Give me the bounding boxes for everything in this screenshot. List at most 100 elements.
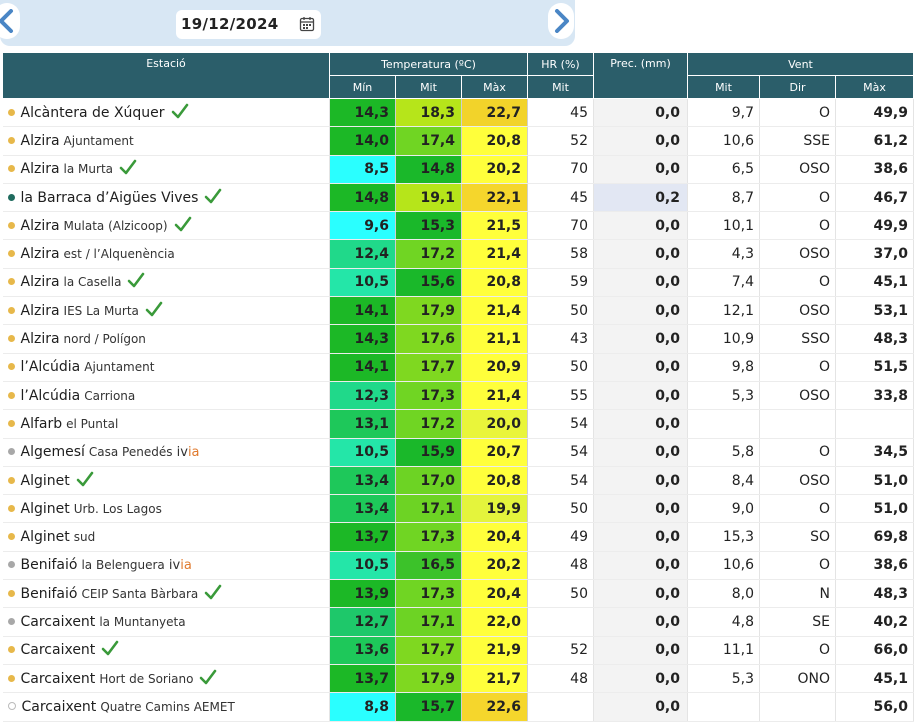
- previous-day-button[interactable]: [0, 3, 20, 39]
- station-name[interactable]: Carcaixent: [20, 613, 96, 630]
- header-wind-avg[interactable]: Mit: [687, 75, 760, 99]
- station-name[interactable]: Alzira: [20, 274, 60, 291]
- wind-max-cell: 34,5: [835, 438, 914, 467]
- station-name[interactable]: l’Alcúdia: [20, 387, 81, 404]
- table-row[interactable]: l’Alcúdia Ajuntament 14,1 17,7 20,9 50 0,0 9,8 O…: [2, 353, 914, 382]
- wind-dir-cell: OSO: [759, 239, 836, 269]
- table-row[interactable]: Alzira la Murta 8,5 14,8 20,2 70 0,0 6,5 OSO 38,6: [2, 155, 914, 184]
- wind-dir-cell: [759, 692, 836, 722]
- station-name[interactable]: l’Alcúdia: [20, 359, 81, 376]
- wind-avg-cell: 10,6: [687, 126, 760, 156]
- station-cell[interactable]: Carcaixent Quatre Camins AEMET: [2, 692, 330, 722]
- station-name[interactable]: Alzira: [20, 246, 60, 263]
- table-row[interactable]: Algemesí Casa Penedés ivia 10,5 15,9 20,7 54 0…: [2, 438, 914, 467]
- station-status-dot-icon: [7, 193, 15, 201]
- station-cell[interactable]: la Barraca d’Aigües Vives: [2, 183, 330, 213]
- temp-avg-cell: 15,3: [395, 211, 462, 241]
- temp-max-cell: 22,1: [461, 183, 528, 213]
- header-temp-max[interactable]: Màx: [461, 75, 528, 99]
- table-row[interactable]: Alginet sud 13,7 17,3 20,4 49 0,0 15,3 SO 69,8: [2, 522, 914, 552]
- table-row[interactable]: Alcàntera de Xúquer 14,3 18,3 22,7 45 0,0 9,7 O…: [2, 98, 914, 128]
- station-name[interactable]: Alzira: [20, 217, 60, 234]
- station-cell[interactable]: Alzira est / l’Alquenència: [2, 239, 330, 269]
- station-cell[interactable]: Alcàntera de Xúquer: [2, 98, 330, 128]
- table-row[interactable]: Carcaixent Hort de Soriano 13,7 17,9 21,7 48 0…: [2, 664, 914, 694]
- table-row[interactable]: Alzira nord / Polígon 14,3 17,6 21,1 43 0,0 10,…: [2, 324, 914, 354]
- temp-avg-cell: 15,7: [395, 692, 462, 722]
- station-cell[interactable]: Alginet Urb. Los Lagos: [2, 494, 330, 524]
- temp-min-cell: 12,3: [329, 381, 396, 411]
- table-row[interactable]: Alzira Mulata (Alzicoop) 9,6 15,3 21,5 70 0,0 1…: [2, 211, 914, 241]
- humidity-cell: 54: [527, 466, 594, 496]
- station-cell[interactable]: Alzira nord / Polígon: [2, 324, 330, 354]
- station-cell[interactable]: Alfarb el Puntal: [2, 409, 330, 439]
- wind-max-cell: 49,9: [835, 98, 914, 128]
- station-name[interactable]: Alzira: [20, 302, 60, 319]
- header-temp-min[interactable]: Mín: [329, 75, 396, 99]
- station-cell[interactable]: Carcaixent Hort de Soriano: [2, 664, 330, 694]
- station-name[interactable]: Carcaixent: [21, 698, 97, 715]
- station-cell[interactable]: Carcaixent la Muntanyeta: [2, 607, 330, 637]
- temp-avg-cell: 17,3: [395, 522, 462, 552]
- station-name[interactable]: Alzira: [20, 161, 60, 178]
- station-cell[interactable]: Alzira la Casella: [2, 268, 330, 298]
- station-cell[interactable]: l’Alcúdia Ajuntament: [2, 353, 330, 382]
- precipitation-cell: 0,0: [593, 664, 688, 694]
- station-location: la Murta: [63, 162, 113, 177]
- header-precipitation[interactable]: Prec. (mm): [593, 52, 688, 99]
- calendar-icon[interactable]: [299, 16, 315, 32]
- station-cell[interactable]: Algemesí Casa Penedés ivia: [2, 438, 330, 467]
- header-temp-avg[interactable]: Mit: [395, 75, 462, 99]
- station-cell[interactable]: Alginet sud: [2, 522, 330, 552]
- station-cell[interactable]: Alzira Ajuntament: [2, 126, 330, 156]
- station-name[interactable]: Benifaió: [20, 585, 78, 602]
- temp-max-cell: 20,0: [461, 409, 528, 439]
- station-cell[interactable]: Benifaió CEIP Santa Bàrbara: [2, 579, 330, 609]
- header-station[interactable]: Estació: [2, 52, 330, 99]
- header-wind-max[interactable]: Màx: [835, 75, 914, 99]
- table-row[interactable]: Carcaixent 13,6 17,7 21,9 52 0,0 11,1 O 66,0: [2, 636, 914, 665]
- station-cell[interactable]: Carcaixent: [2, 636, 330, 665]
- table-row[interactable]: Benifaió la Belenguera ivia 10,5 16,5 20,2 48…: [2, 551, 914, 581]
- date-input[interactable]: 19/12/2024: [176, 10, 321, 39]
- station-cell[interactable]: Alginet: [2, 466, 330, 496]
- station-name[interactable]: Alginet: [20, 472, 70, 489]
- station-name[interactable]: Alfarb: [20, 415, 63, 432]
- table-row[interactable]: Carcaixent Quatre Camins AEMET 8,8 15,7 22,6…: [2, 692, 914, 722]
- station-name[interactable]: Alginet: [20, 529, 70, 546]
- table-row[interactable]: Alzira la Casella 10,5 15,6 20,8 59 0,0 7,4 O 45,…: [2, 268, 914, 298]
- station-status-dot-icon: [7, 363, 15, 371]
- table-row[interactable]: Alzira Ajuntament 14,0 17,4 20,8 52 0,0 10,6 SSE…: [2, 126, 914, 156]
- table-row[interactable]: l’Alcúdia Carriona 12,3 17,3 21,4 55 0,0 5,3 OSO…: [2, 381, 914, 411]
- station-name[interactable]: la Barraca d’Aigües Vives: [20, 189, 199, 206]
- header-wind-dir[interactable]: Dir: [759, 75, 836, 99]
- station-name[interactable]: Alginet: [20, 500, 70, 517]
- station-name[interactable]: Alzira: [20, 331, 60, 348]
- temp-max-cell: 20,4: [461, 522, 528, 552]
- station-location: la Muntanyeta: [99, 614, 186, 629]
- station-cell[interactable]: Alzira IES La Murta: [2, 296, 330, 326]
- table-row[interactable]: Alginet 13,4 17,0 20,8 54 0,0 8,4 OSO 51,0: [2, 466, 914, 496]
- station-name[interactable]: Alcàntera de Xúquer: [20, 104, 165, 121]
- station-name[interactable]: Algemesí: [20, 444, 85, 461]
- header-hr-avg[interactable]: Mit: [527, 75, 594, 99]
- table-row[interactable]: Alzira IES La Murta 14,1 17,9 21,4 50 0,0 12,1 O…: [2, 296, 914, 326]
- station-name[interactable]: Carcaixent: [20, 642, 96, 659]
- station-name[interactable]: Benifaió: [20, 557, 78, 574]
- table-row[interactable]: Alfarb el Puntal 13,1 17,2 20,0 54 0,0: [2, 409, 914, 439]
- table-row[interactable]: la Barraca d’Aigües Vives 14,8 19,1 22,1 45 0…: [2, 183, 914, 213]
- table-row[interactable]: Alginet Urb. Los Lagos 13,4 17,1 19,9 50 0,0 9,…: [2, 494, 914, 524]
- table-row[interactable]: Carcaixent la Muntanyeta 12,7 17,1 22,0 0,0 4,…: [2, 607, 914, 637]
- station-cell[interactable]: Alzira la Murta: [2, 155, 330, 184]
- station-name[interactable]: Alzira: [20, 132, 60, 149]
- temp-avg-cell: 15,6: [395, 268, 462, 298]
- station-cell[interactable]: l’Alcúdia Carriona: [2, 381, 330, 411]
- next-day-button[interactable]: [548, 3, 574, 39]
- station-cell[interactable]: Alzira Mulata (Alzicoop): [2, 211, 330, 241]
- station-cell[interactable]: Benifaió la Belenguera ivia: [2, 551, 330, 581]
- table-row[interactable]: Benifaió CEIP Santa Bàrbara 13,9 17,3 20,4 50…: [2, 579, 914, 609]
- precipitation-cell: 0,0: [593, 296, 688, 326]
- table-row[interactable]: Alzira est / l’Alquenència 12,4 17,2 21,4 58 0…: [2, 239, 914, 269]
- station-name[interactable]: Carcaixent: [20, 670, 96, 687]
- temp-min-cell: 12,7: [329, 607, 396, 637]
